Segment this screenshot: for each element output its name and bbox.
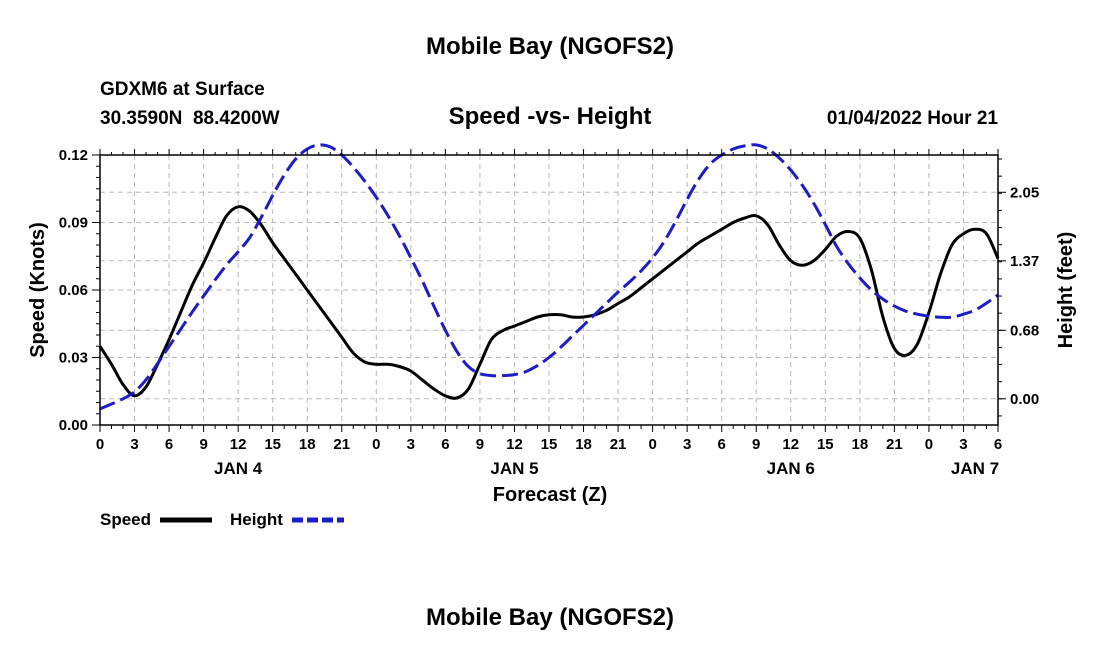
x-tick-label-23: 21 (886, 436, 903, 453)
x-tick-label-22: 18 (852, 436, 869, 453)
chart-subtitle: Speed -vs- Height (449, 103, 652, 130)
x-tick-label-12: 12 (506, 436, 523, 453)
y2-tick-label-2: 1.37 (1010, 253, 1039, 270)
y-tick-label-4: 0.12 (59, 147, 88, 164)
x-tick-label-20: 12 (782, 436, 799, 453)
day-label-2: JAN 6 (767, 459, 815, 478)
x-tick-label-24: 0 (925, 436, 933, 453)
y-axis-label: Speed (Knots) (27, 222, 49, 358)
x-tick-label-11: 9 (476, 436, 484, 453)
x-tick-label-10: 6 (441, 436, 449, 453)
y2-axis-label: Height (feet) (1055, 232, 1077, 349)
day-label-1: JAN 5 (490, 459, 538, 478)
x-tick-label-18: 6 (718, 436, 726, 453)
x-tick-label-19: 9 (752, 436, 760, 453)
x-tick-label-8: 0 (372, 436, 380, 453)
y-tick-label-2: 0.06 (59, 282, 88, 299)
x-tick-label-21: 15 (817, 436, 834, 453)
legend-height-label: Height (230, 510, 283, 529)
legend-speed-label: Speed (100, 510, 151, 529)
y2-tick-label-1: 0.68 (1010, 322, 1039, 339)
x-tick-label-1: 3 (130, 436, 138, 453)
x-tick-label-15: 21 (610, 436, 627, 453)
x-tick-label-13: 15 (541, 436, 558, 453)
chart-grid (100, 155, 998, 425)
day-label-0: JAN 4 (214, 459, 263, 478)
x-axis-label: Forecast (Z) (493, 484, 607, 506)
series-speed-line (98, 205, 1000, 400)
y-tick-label-1: 0.03 (59, 350, 88, 367)
day-label-3: JAN 7 (951, 459, 999, 478)
x-tick-label-17: 3 (683, 436, 691, 453)
station-coords: 30.3590N 88.4200W (100, 108, 280, 129)
footer-title: Mobile Bay (NGOFS2) (426, 604, 674, 631)
forecast-datetime: 01/04/2022 Hour 21 (827, 108, 999, 129)
x-tick-label-7: 21 (333, 436, 350, 453)
chart-series (98, 143, 1000, 411)
series-height-line (99, 143, 999, 411)
x-tick-label-3: 9 (199, 436, 207, 453)
x-tick-label-2: 6 (165, 436, 173, 453)
x-tick-label-4: 12 (230, 436, 247, 453)
main-title: Mobile Bay (NGOFS2) (426, 33, 674, 60)
y-tick-label-0: 0.00 (59, 417, 88, 434)
x-tick-label-16: 0 (648, 436, 656, 453)
x-tick-label-0: 0 (96, 436, 104, 453)
y2-tick-label-3: 2.05 (1010, 184, 1039, 201)
x-tick-label-25: 3 (959, 436, 967, 453)
x-tick-label-5: 15 (264, 436, 281, 453)
x-tick-label-14: 18 (575, 436, 592, 453)
y-tick-label-3: 0.09 (59, 215, 88, 232)
x-tick-label-26: 6 (994, 436, 1002, 453)
chart-axes: 0 3 6 9 12 15 18 21 0 3 6 9 12 15 18 21 0 3 6 9 12 15 18 21 0 3 6 J… (59, 147, 1039, 478)
x-tick-label-6: 18 (299, 436, 316, 453)
y2-tick-label-0: 0.00 (1010, 391, 1039, 408)
x-tick-label-9: 3 (407, 436, 415, 453)
station-label: GDXM6 at Surface (100, 79, 265, 100)
chart-legend: Speed Height (100, 510, 344, 529)
